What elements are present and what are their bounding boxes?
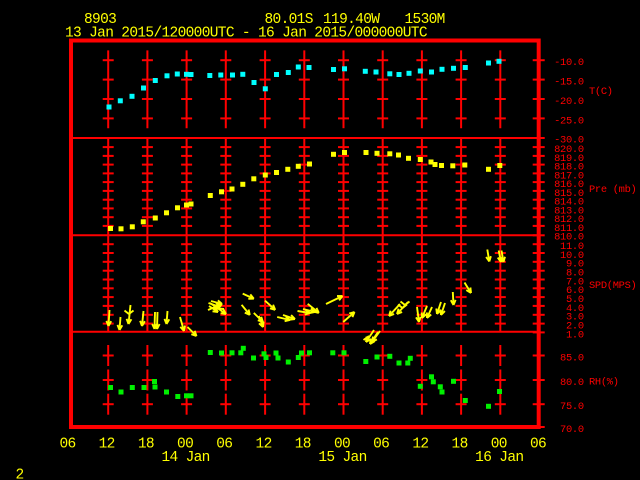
svg-text:80.01S: 80.01S <box>265 12 313 28</box>
svg-text:T(C): T(C) <box>589 86 613 98</box>
svg-text:8903: 8903 <box>84 12 116 28</box>
svg-text:06: 06 <box>373 436 389 452</box>
svg-text:7.0: 7.0 <box>566 276 584 288</box>
svg-text:812.0: 812.0 <box>554 214 584 226</box>
svg-text:9.0: 9.0 <box>566 259 584 271</box>
svg-text:818.0: 818.0 <box>554 162 584 174</box>
svg-text:70.0: 70.0 <box>560 424 584 436</box>
svg-text:813.0: 813.0 <box>554 205 584 217</box>
svg-text:00: 00 <box>491 436 507 452</box>
svg-text:75.0: 75.0 <box>560 401 584 413</box>
svg-text:3.0: 3.0 <box>566 312 584 324</box>
svg-text:810.0: 810.0 <box>554 232 584 244</box>
svg-text:8.0: 8.0 <box>566 268 584 280</box>
svg-text:80.0: 80.0 <box>560 377 584 389</box>
svg-text:819.0: 819.0 <box>554 153 584 165</box>
svg-text:1.0: 1.0 <box>566 329 584 341</box>
svg-text:816.0: 816.0 <box>554 179 584 191</box>
svg-text:-20.0: -20.0 <box>554 96 584 108</box>
svg-text:16 Jan: 16 Jan <box>475 450 523 466</box>
svg-text:SPD(MPS): SPD(MPS) <box>589 280 636 292</box>
svg-text:RH(%): RH(%) <box>589 376 619 388</box>
svg-text:817.0: 817.0 <box>554 170 584 182</box>
svg-text:06: 06 <box>530 436 546 452</box>
svg-text:-15.0: -15.0 <box>554 77 584 89</box>
svg-text:815.0: 815.0 <box>554 188 584 200</box>
svg-text:820.0: 820.0 <box>554 144 584 156</box>
svg-text:-25.0: -25.0 <box>554 115 584 127</box>
svg-text:5.0: 5.0 <box>566 294 584 306</box>
svg-text:119.40W: 119.40W <box>323 12 380 28</box>
svg-text:00: 00 <box>177 436 193 452</box>
svg-text:814.0: 814.0 <box>554 197 584 209</box>
svg-text:2: 2 <box>16 468 24 480</box>
svg-text:18: 18 <box>138 436 154 452</box>
svg-text:14 Jan: 14 Jan <box>161 450 209 466</box>
svg-text:12: 12 <box>412 436 428 452</box>
svg-text:-10.0: -10.0 <box>554 57 584 69</box>
svg-text:811.0: 811.0 <box>554 223 584 235</box>
svg-text:Pre (mb): Pre (mb) <box>589 184 636 196</box>
svg-text:4.0: 4.0 <box>566 303 584 315</box>
svg-text:15 Jan: 15 Jan <box>318 450 366 466</box>
svg-text:2.0: 2.0 <box>566 321 584 333</box>
svg-text:13 Jan 2015/120000UTC - 16 Jan: 13 Jan 2015/120000UTC - 16 Jan 2015/0000… <box>65 25 428 41</box>
svg-text:12: 12 <box>256 436 272 452</box>
svg-text:18: 18 <box>295 436 311 452</box>
svg-text:85.0: 85.0 <box>560 352 584 364</box>
svg-text:06: 06 <box>216 436 232 452</box>
svg-text:6.0: 6.0 <box>566 285 584 297</box>
svg-text:11.0: 11.0 <box>560 241 584 253</box>
svg-text:18: 18 <box>452 436 468 452</box>
svg-text:1530M: 1530M <box>405 12 445 28</box>
svg-text:00: 00 <box>334 436 350 452</box>
svg-text:06: 06 <box>59 436 75 452</box>
svg-text:10.0: 10.0 <box>560 250 584 262</box>
svg-text:12: 12 <box>99 436 115 452</box>
svg-text:-30.0: -30.0 <box>554 135 584 147</box>
